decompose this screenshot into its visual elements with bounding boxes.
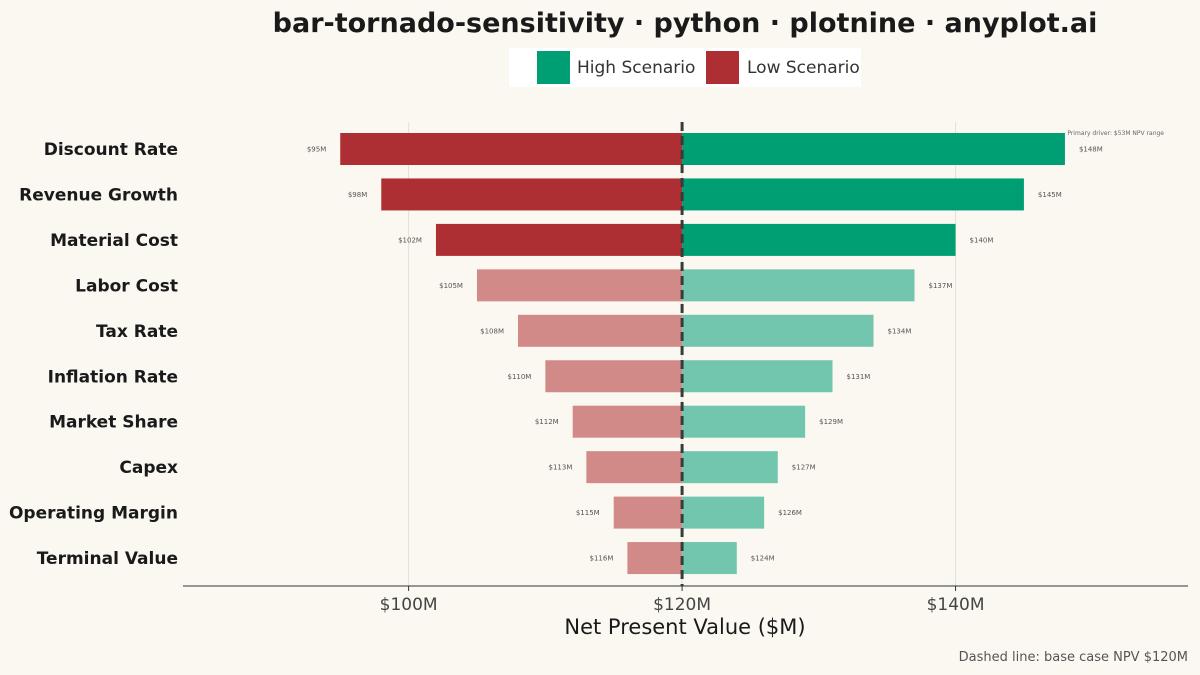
x-axis-ticks: $100M $120M $140M <box>380 586 985 615</box>
legend-swatch-high <box>537 51 570 84</box>
category-label: Revenue Growth <box>19 185 178 205</box>
value-label-low: $102M <box>398 236 422 244</box>
x-tick-label: $140M <box>927 595 985 615</box>
value-labels: $95M $148M $98M $145M $102M $140M $105M $137M $1… <box>307 146 1103 563</box>
bar-low <box>381 178 683 211</box>
value-label-high: $131M <box>846 373 870 381</box>
chart-title: bar-tornado-sensitivity · python · plotn… <box>273 8 1098 39</box>
bar-high <box>682 314 874 347</box>
bar-low <box>518 314 683 347</box>
bar-low <box>476 269 683 302</box>
bar-high <box>682 405 806 438</box>
bar-high <box>682 133 1065 165</box>
value-label-low: $112M <box>535 418 559 426</box>
bar-low <box>627 542 683 575</box>
category-label: Operating Margin <box>9 504 178 524</box>
category-label: Terminal Value <box>37 549 178 569</box>
bar-low <box>572 405 683 438</box>
bar-low <box>545 360 683 393</box>
bar-high <box>682 360 833 393</box>
bar-high <box>682 223 956 256</box>
value-label-high: $137M <box>929 282 953 290</box>
category-label: Material Cost <box>50 231 178 251</box>
value-label-low: $115M <box>576 509 600 517</box>
category-label: Tax Rate <box>96 322 178 342</box>
bar-low <box>435 223 683 256</box>
value-label-low: $113M <box>549 464 573 472</box>
value-label-high: $127M <box>792 464 816 472</box>
bar-high <box>682 542 737 575</box>
x-axis-title: Net Present Value ($M) <box>564 615 805 639</box>
category-label: Inflation Rate <box>48 367 178 387</box>
legend-label-low: Low Scenario <box>747 58 860 78</box>
value-label-high: $129M <box>819 418 843 426</box>
value-label-low: $98M <box>348 191 367 199</box>
bar-low <box>340 133 683 165</box>
legend-swatch-low <box>706 51 739 84</box>
x-tick-label: $120M <box>653 595 711 615</box>
category-label: Market Share <box>49 413 178 433</box>
value-label-low: $116M <box>590 555 614 563</box>
value-label-high: $140M <box>970 236 994 244</box>
bar-high <box>682 269 915 302</box>
value-label-high: $124M <box>751 555 775 563</box>
bar-low <box>586 451 683 484</box>
value-label-high: $126M <box>778 509 802 517</box>
bar-high <box>682 496 765 529</box>
value-label-high: $134M <box>888 327 912 335</box>
legend: High Scenario Low Scenario <box>509 48 861 87</box>
bars <box>340 133 1065 575</box>
bar-high <box>682 451 778 484</box>
value-label-low: $110M <box>507 373 531 381</box>
x-tick-label: $100M <box>380 595 438 615</box>
value-label-low: $105M <box>439 282 463 290</box>
category-label: Capex <box>119 458 178 478</box>
bar-high <box>682 178 1024 211</box>
category-label: Discount Rate <box>44 140 178 160</box>
value-label-high: $148M <box>1079 146 1103 154</box>
primary-driver-annotation: Primary driver: $53M NPV range <box>1067 130 1164 137</box>
caption: Dashed line: base case NPV $120M <box>959 650 1188 665</box>
value-label-high: $145M <box>1038 191 1062 199</box>
category-label: Labor Cost <box>75 276 178 296</box>
value-label-low: $95M <box>307 146 326 154</box>
bar-low <box>613 496 683 529</box>
value-label-low: $108M <box>480 327 504 335</box>
legend-label-high: High Scenario <box>577 58 695 78</box>
category-labels: Discount Rate Revenue Growth Material Cost… <box>9 140 178 569</box>
